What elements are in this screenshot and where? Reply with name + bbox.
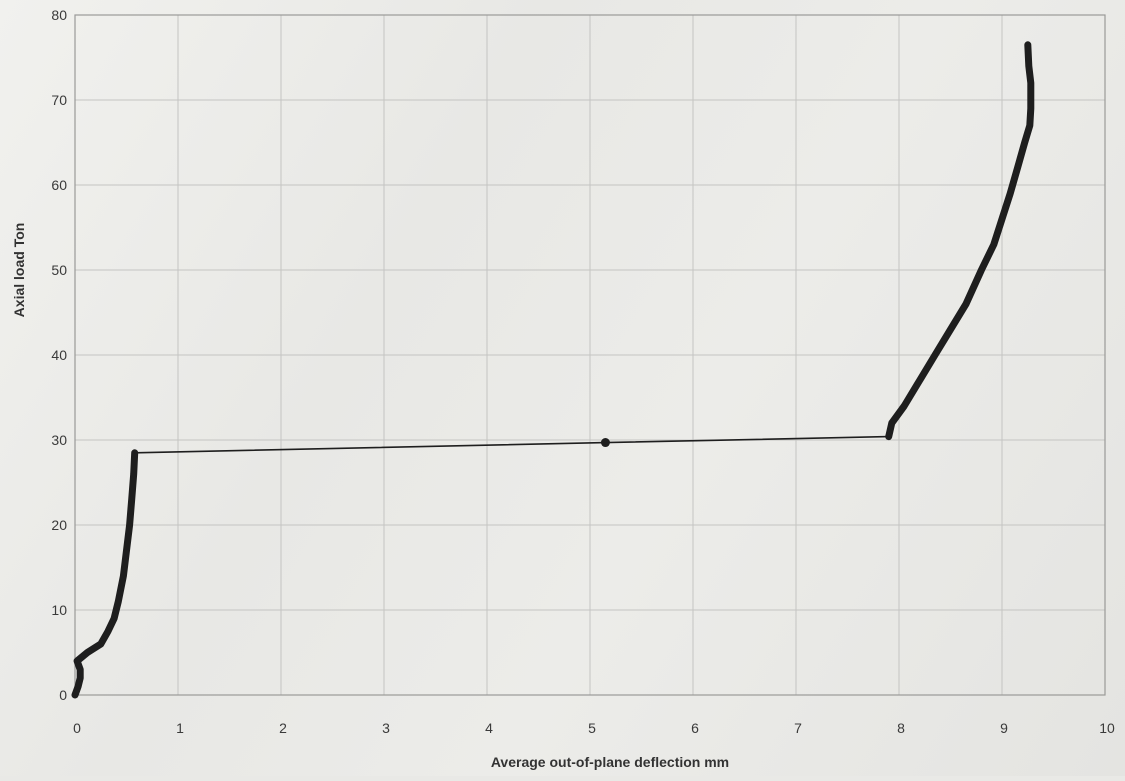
- x-tick-labels: 0 1 2 3 4 5 6 7 8 9 10: [73, 720, 1115, 736]
- x-tick-label: 8: [897, 720, 905, 736]
- x-tick-label: 10: [1099, 720, 1115, 736]
- y-tick-label: 10: [51, 602, 67, 618]
- x-tick-label: 5: [588, 720, 596, 736]
- series-line-0: [71, 449, 139, 699]
- x-tick-label: 4: [485, 720, 493, 736]
- y-tick-label: 20: [51, 517, 67, 533]
- y-tick-labels: 0 10 20 30 40 50 60 70 80: [51, 7, 67, 703]
- series-layer: [71, 41, 1035, 699]
- series-line-1: [133, 435, 890, 454]
- y-tick-label: 40: [51, 347, 67, 363]
- x-tick-label: 1: [176, 720, 184, 736]
- x-axis-title: Average out-of-plane deflection mm: [491, 754, 729, 770]
- y-tick-label: 70: [51, 92, 67, 108]
- x-tick-label: 2: [279, 720, 287, 736]
- y-tick-label: 0: [59, 687, 67, 703]
- plot-frame: [74, 14, 1106, 696]
- y-tick-label: 80: [51, 7, 67, 23]
- data-point-marker: [600, 438, 610, 448]
- marker-layer: [600, 438, 610, 448]
- x-tick-label: 7: [794, 720, 802, 736]
- x-tick-label: 3: [382, 720, 390, 736]
- grid: [74, 14, 1106, 696]
- y-tick-label: 60: [51, 177, 67, 193]
- x-tick-label: 0: [73, 720, 81, 736]
- y-tick-label: 50: [51, 262, 67, 278]
- y-tick-label: 30: [51, 432, 67, 448]
- series-line-2: [885, 41, 1035, 441]
- y-axis-title: Axial load Ton: [11, 223, 27, 318]
- x-tick-label: 6: [691, 720, 699, 736]
- x-tick-label: 9: [1000, 720, 1008, 736]
